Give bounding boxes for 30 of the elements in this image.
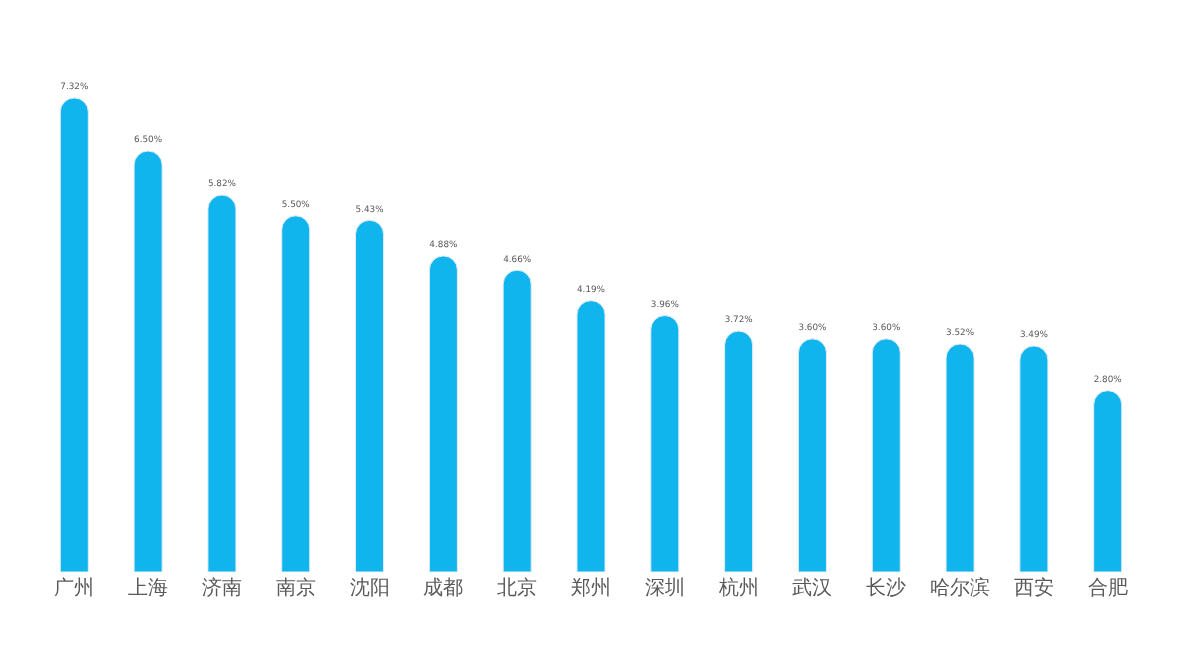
x-tick-label: 成都 <box>423 576 464 600</box>
bar <box>1019 345 1049 572</box>
bar <box>724 330 754 572</box>
bar <box>945 343 975 572</box>
bar <box>576 300 606 572</box>
x-tick-label: 西安 <box>1013 576 1054 600</box>
bar <box>1093 390 1123 572</box>
bar <box>355 219 385 572</box>
x-tick-label: 郑州 <box>571 576 611 600</box>
bar <box>797 338 827 572</box>
x-tick-label: 长沙 <box>866 576 907 600</box>
x-tick-label: 济南 <box>201 576 242 600</box>
bar <box>281 215 311 572</box>
x-tick-label: 上海 <box>128 576 169 600</box>
bar <box>207 194 237 572</box>
x-tick-label: 南京 <box>275 576 316 600</box>
x-tick-label: 哈尔滨 <box>930 576 991 600</box>
bar <box>871 338 901 572</box>
x-tick-label: 沈阳 <box>349 576 390 600</box>
x-tick-label: 深圳 <box>644 576 685 600</box>
bar <box>428 255 458 572</box>
x-tick-label: 广州 <box>54 576 95 600</box>
bar <box>59 97 89 572</box>
bar <box>502 269 532 572</box>
x-tick-label: 合肥 <box>1087 576 1128 600</box>
bar <box>133 150 163 572</box>
x-tick-label: 北京 <box>497 576 538 600</box>
x-tick-label: 武汉 <box>792 576 833 600</box>
bar <box>650 315 680 572</box>
x-tick-label: 杭州 <box>716 576 759 600</box>
